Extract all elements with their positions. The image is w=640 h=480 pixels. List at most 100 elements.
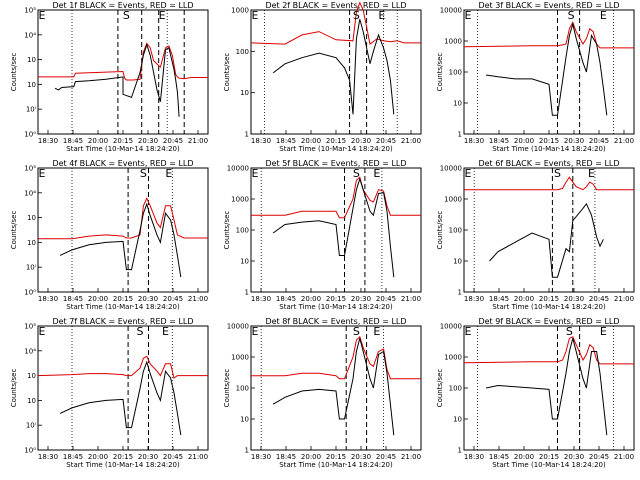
x-axis-label: Start Time (10-Mar-14 18:24:20) xyxy=(66,145,180,153)
x-tick-label: 18:30 xyxy=(38,295,58,303)
events-series-line xyxy=(486,24,607,115)
y-tick-label: 1 xyxy=(245,289,249,297)
plot-frame xyxy=(251,326,421,450)
y-tick-label: 100 xyxy=(449,227,462,235)
x-tick-label: 18:45 xyxy=(63,137,83,145)
y-tick-label: 100 xyxy=(236,48,249,56)
x-tick-label: 20:45 xyxy=(589,137,609,145)
x-tick-label: 18:30 xyxy=(251,453,271,461)
x-tick-label: 20:00 xyxy=(88,453,108,461)
detector-lightcurve-grid: Det 1f BLACK = Events, RED = LLD10⁰10ⁱ10… xyxy=(0,0,640,480)
y-tick-label: 1000 xyxy=(231,7,249,15)
end-marker: E xyxy=(465,9,472,22)
y-tick-label: 10 xyxy=(453,258,462,266)
y-axis-label: Counts/sec xyxy=(10,369,18,408)
x-tick-label: 20:15 xyxy=(113,295,133,303)
x-tick-label: 20:45 xyxy=(376,137,396,145)
y-axis-label: Counts/sec xyxy=(436,369,444,408)
events-series-line xyxy=(55,45,179,117)
x-tick-label: 20:00 xyxy=(514,295,534,303)
y-tick-label: 10000 xyxy=(440,7,462,15)
end-marker: E xyxy=(378,9,385,22)
y-tick-label: 100 xyxy=(236,227,249,235)
x-tick-label: 21:00 xyxy=(188,453,208,461)
x-tick-label: 21:00 xyxy=(401,137,421,145)
x-axis-label: Start Time (10-Mar-14 18:24:20) xyxy=(279,461,393,469)
x-tick-label: 20:30 xyxy=(564,453,584,461)
x-tick-label: 20:30 xyxy=(564,137,584,145)
plot-frame xyxy=(251,10,421,134)
end-marker: E xyxy=(373,167,380,180)
y-tick-label: 10 xyxy=(453,100,462,108)
x-tick-label: 20:15 xyxy=(326,453,346,461)
start-marker: S xyxy=(568,9,575,22)
y-tick-label: 1000 xyxy=(444,354,462,362)
x-tick-label: 18:45 xyxy=(489,453,509,461)
y-axis-label: Counts/sec xyxy=(10,211,18,250)
y-tick-label: 10000 xyxy=(227,165,249,173)
x-tick-label: 20:15 xyxy=(326,137,346,145)
x-tick-label: 20:15 xyxy=(326,295,346,303)
x-tick-label: 21:00 xyxy=(188,295,208,303)
plot-frame xyxy=(38,326,208,450)
y-tick-label: 10⁲ xyxy=(27,239,36,247)
x-tick-label: 20:45 xyxy=(163,295,183,303)
panel-title: Det 7f BLACK = Events, RED = LLD xyxy=(52,317,193,326)
x-tick-label: 21:00 xyxy=(614,453,634,461)
x-tick-label: 20:00 xyxy=(88,295,108,303)
panel-title: Det 9f BLACK = Events, RED = LLD xyxy=(478,317,619,326)
end-marker: E xyxy=(162,325,169,338)
x-tick-label: 20:00 xyxy=(301,453,321,461)
x-tick-label: 20:30 xyxy=(138,295,158,303)
x-tick-label: 20:45 xyxy=(163,137,183,145)
y-tick-label: 10⁲ xyxy=(27,81,36,89)
y-tick-label: 10⁳ xyxy=(27,214,36,222)
y-tick-label: 10ⁱ xyxy=(26,422,36,430)
y-tick-label: 10 xyxy=(453,416,462,424)
x-tick-label: 20:15 xyxy=(539,453,559,461)
events-series-line xyxy=(60,204,181,277)
end-marker: E xyxy=(159,9,166,22)
start-marker: S xyxy=(137,325,144,338)
lld-series-line xyxy=(38,43,208,80)
end-marker: E xyxy=(465,167,472,180)
events-series-line xyxy=(273,19,394,114)
x-tick-label: 18:45 xyxy=(276,453,296,461)
start-marker: S xyxy=(566,325,573,338)
lld-series-line xyxy=(464,177,634,189)
y-tick-label: 10⁴ xyxy=(24,189,36,197)
y-tick-label: 1000 xyxy=(444,38,462,46)
y-axis-label: Counts/sec xyxy=(223,53,231,92)
x-tick-label: 18:30 xyxy=(464,137,484,145)
y-tick-label: 100 xyxy=(449,385,462,393)
y-axis-label: Counts/sec xyxy=(436,211,444,250)
y-tick-label: 10⁴ xyxy=(24,347,36,355)
x-tick-label: 18:30 xyxy=(464,295,484,303)
events-series-line xyxy=(273,179,394,277)
plot-frame xyxy=(464,10,634,134)
start-marker: S xyxy=(140,167,147,180)
y-tick-label: 10⁲ xyxy=(27,397,36,405)
x-tick-label: 20:00 xyxy=(514,137,534,145)
x-tick-label: 20:30 xyxy=(351,295,371,303)
x-tick-label: 18:30 xyxy=(38,453,58,461)
end-marker: E xyxy=(39,325,46,338)
y-tick-label: 1 xyxy=(245,131,249,139)
start-marker: S xyxy=(353,9,360,22)
x-tick-label: 21:00 xyxy=(401,453,421,461)
x-tick-label: 18:30 xyxy=(38,137,58,145)
x-tick-label: 21:00 xyxy=(188,137,208,145)
y-tick-label: 10 xyxy=(240,416,249,424)
end-marker: E xyxy=(588,167,595,180)
y-tick-label: 1 xyxy=(458,447,462,455)
x-tick-label: 20:45 xyxy=(376,453,396,461)
lld-series-line xyxy=(464,337,634,364)
panel-title: Det 5f BLACK = Events, RED = LLD xyxy=(265,159,406,168)
x-axis-label: Start Time (10-Mar-14 18:24:20) xyxy=(492,461,606,469)
y-axis-label: Counts/sec xyxy=(436,53,444,92)
y-axis-label: Counts/sec xyxy=(223,211,231,250)
y-tick-label: 10⁰ xyxy=(24,131,36,139)
y-tick-label: 100 xyxy=(236,385,249,393)
end-marker: E xyxy=(465,325,472,338)
y-tick-label: 10⁴ xyxy=(24,31,36,39)
